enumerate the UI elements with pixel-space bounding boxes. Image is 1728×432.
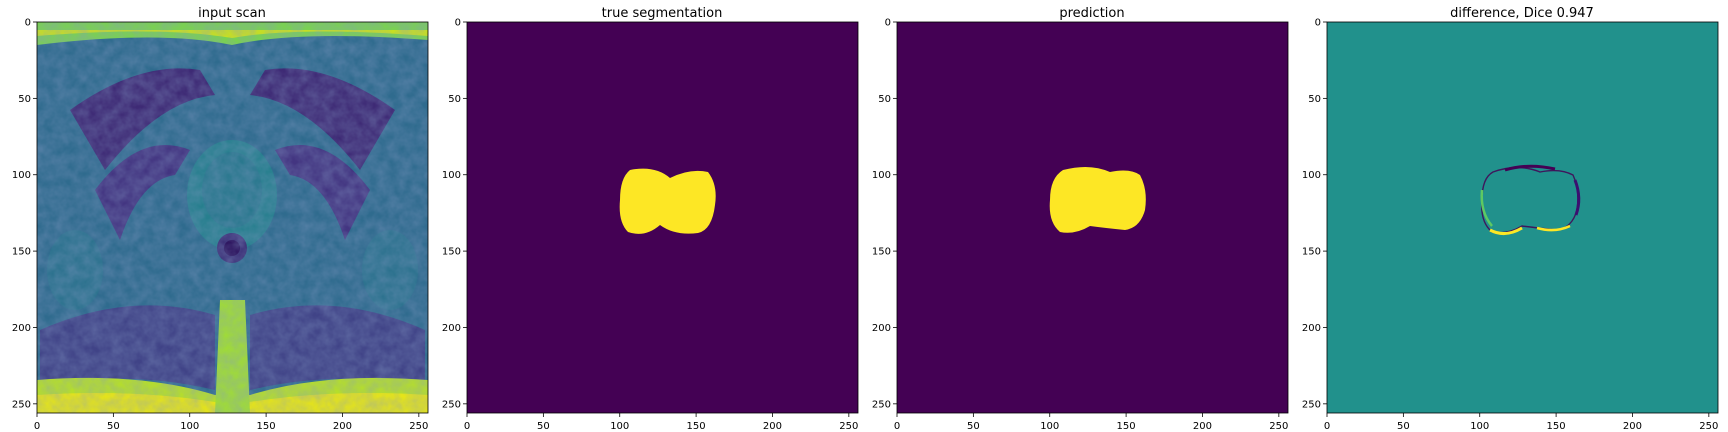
y-tick-label: 50	[18, 94, 31, 105]
y-tick-label: 200	[12, 323, 31, 334]
x-tick-label: 50	[537, 421, 550, 432]
y-tick-label: 100	[1302, 170, 1321, 181]
x-tick-label: 200	[1623, 421, 1642, 432]
y-tick-label: 250	[1302, 399, 1321, 410]
mask-region	[620, 169, 716, 234]
x-tick-label: 200	[1193, 421, 1212, 432]
x-tick-label: 150	[687, 421, 706, 432]
x-tick-label: 100	[1040, 421, 1059, 432]
x-tick-label: 250	[1269, 421, 1288, 432]
panel-title: difference, Dice 0.947	[1450, 6, 1594, 21]
y-tick-label: 50	[878, 94, 891, 105]
diff-background	[1327, 22, 1718, 413]
mri-image	[37, 22, 428, 413]
y-tick-label: 150	[12, 247, 31, 258]
y-tick-label: 0	[25, 18, 31, 29]
x-tick-label: 0	[1324, 421, 1330, 432]
x-tick-label: 150	[1117, 421, 1136, 432]
y-tick-label: 150	[442, 247, 461, 258]
panel-input-scan: input scan	[12, 6, 428, 432]
x-tick-label: 50	[1397, 421, 1410, 432]
mask-region	[1050, 167, 1146, 233]
y-tick-label: 0	[885, 18, 891, 29]
y-tick-label: 50	[1308, 94, 1321, 105]
x-tick-label: 200	[763, 421, 782, 432]
x-tick-label: 50	[967, 421, 980, 432]
panel-difference: difference, Dice 0.947 0 50 100 150 200 25005…	[1302, 6, 1718, 432]
x-tick-label: 100	[1470, 421, 1489, 432]
y-tick-label: 150	[872, 247, 891, 258]
panel-title: true segmentation	[602, 6, 723, 21]
x-tick-label: 250	[839, 421, 858, 432]
x-tick-label: 0	[894, 421, 900, 432]
x-tick-label: 100	[180, 421, 199, 432]
x-tick-label: 100	[610, 421, 629, 432]
y-tick-label: 200	[442, 323, 461, 334]
x-tick-label: 150	[257, 421, 276, 432]
y-tick-label: 250	[872, 399, 891, 410]
panel-prediction: prediction 0 50 100 150 200 25005010015020025…	[872, 6, 1288, 432]
x-tick-label: 0	[34, 421, 40, 432]
x-tick-label: 250	[409, 421, 428, 432]
x-tick-label: 150	[1547, 421, 1566, 432]
x-tick-label: 0	[464, 421, 470, 432]
x-tick-label: 50	[107, 421, 120, 432]
y-tick-label: 250	[442, 399, 461, 410]
y-tick-label: 250	[12, 399, 31, 410]
x-tick-label: 250	[1699, 421, 1718, 432]
y-tick-label: 100	[12, 170, 31, 181]
y-tick-label: 100	[442, 170, 461, 181]
y-tick-label: 150	[1302, 247, 1321, 258]
y-tick-label: 200	[872, 323, 891, 334]
y-tick-label: 0	[455, 18, 461, 29]
panel-title: input scan	[198, 6, 266, 21]
y-tick-label: 0	[1315, 18, 1321, 29]
panel-title: prediction	[1059, 6, 1124, 21]
y-tick-label: 50	[448, 94, 461, 105]
y-tick-label: 100	[872, 170, 891, 181]
panel-true-segmentation: true segmentation 0 50 100 150 200 2500501001…	[442, 6, 858, 432]
y-tick-label: 200	[1302, 323, 1321, 334]
x-tick-label: 200	[333, 421, 352, 432]
